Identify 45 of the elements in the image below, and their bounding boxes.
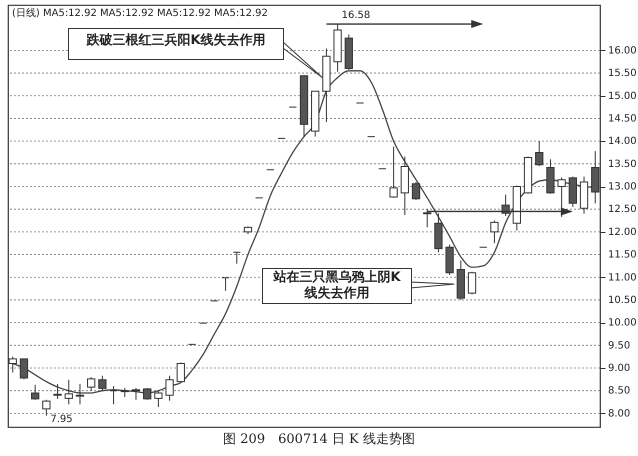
y-tick-label: 8.00 <box>608 408 630 420</box>
candlestick <box>31 384 40 400</box>
y-tick-label: 14.50 <box>608 113 637 124</box>
candlestick <box>232 252 241 264</box>
y-tick-label: 13.00 <box>608 182 637 193</box>
candlestick <box>120 387 129 398</box>
candlestick <box>143 387 152 400</box>
y-tick-label: 15.00 <box>608 90 637 102</box>
y-tick-label: 15.50 <box>608 68 637 80</box>
y-tick-label: 10.00 <box>608 318 637 329</box>
candlestick <box>154 390 163 408</box>
y-tick-label: 9.00 <box>608 363 630 374</box>
candlestick <box>165 375 174 402</box>
y-tick-label: 9.50 <box>608 340 630 352</box>
candlestick <box>557 176 566 218</box>
candlestick <box>98 375 107 392</box>
candlestick <box>412 181 420 201</box>
caption: 图 209 600714 日 K 线走势图 <box>222 431 416 448</box>
y-tick-label: 11.50 <box>608 250 637 261</box>
chart-title: (日线) MA5:12.92 MA5:12.92 MA5:12.92 MA5:12.92 <box>12 6 268 20</box>
candlestick <box>42 399 51 416</box>
y-tick-label: 10.50 <box>608 294 637 306</box>
candlestick <box>64 379 73 405</box>
candlestick <box>109 386 118 405</box>
y-tick-label: 12.00 <box>608 226 637 238</box>
y-tick-label: 13.50 <box>608 158 637 170</box>
candlestick <box>468 271 476 295</box>
candlestick <box>20 358 28 380</box>
annotation: 跌破三根红三兵阳K线失去作用 <box>68 28 284 60</box>
annotation: 站在三只黑乌鸦上阴K线失去作用 <box>262 268 412 304</box>
candlestick <box>221 277 230 292</box>
y-tick-label: 14.00 <box>608 136 637 148</box>
candlestick <box>501 194 510 216</box>
y-tick-label: 16.00 <box>608 45 637 56</box>
candlestick <box>389 146 398 198</box>
y-tick-label: 8.50 <box>608 386 630 397</box>
annotation: 16.58 <box>342 10 370 22</box>
y-tick-label: 11.00 <box>608 272 637 284</box>
candlestick <box>76 383 84 405</box>
candlestick <box>490 220 499 244</box>
candlestick <box>176 362 185 384</box>
y-tick-label: 12.50 <box>608 204 637 216</box>
candlestick <box>535 140 544 167</box>
candlestick <box>87 376 96 392</box>
annotation: 7.95 <box>50 414 73 425</box>
